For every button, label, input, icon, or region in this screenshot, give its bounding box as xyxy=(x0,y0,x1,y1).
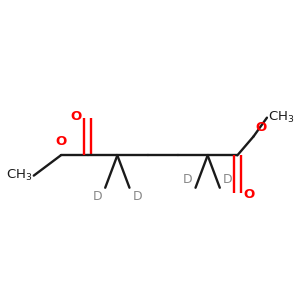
Text: CH$_3$: CH$_3$ xyxy=(6,168,32,183)
Text: O: O xyxy=(55,135,66,148)
Text: O: O xyxy=(70,110,82,123)
Text: O: O xyxy=(256,122,267,134)
Text: CH$_3$: CH$_3$ xyxy=(268,110,295,125)
Text: D: D xyxy=(183,173,192,186)
Text: D: D xyxy=(133,190,142,203)
Text: D: D xyxy=(223,173,232,186)
Text: O: O xyxy=(243,188,254,201)
Text: D: D xyxy=(92,190,102,203)
